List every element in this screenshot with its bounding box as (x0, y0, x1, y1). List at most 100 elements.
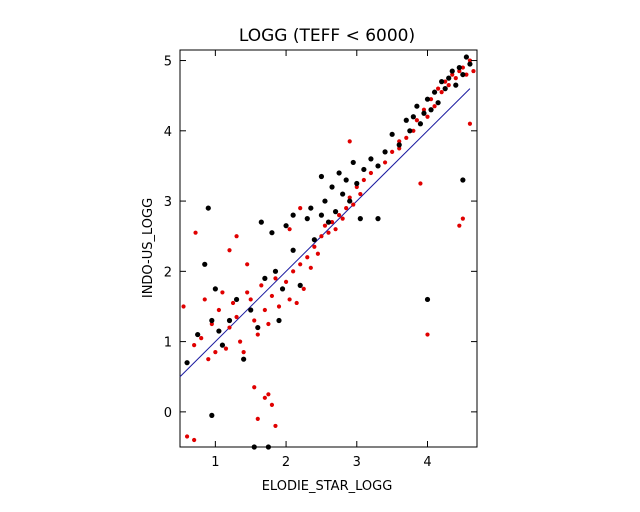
data-point (308, 265, 313, 270)
data-point (258, 219, 264, 225)
data-point (358, 191, 363, 197)
data-point (199, 335, 204, 341)
data-point (439, 79, 445, 85)
data-point (255, 332, 260, 337)
data-point (301, 286, 306, 292)
data-point (184, 434, 190, 439)
data-point (456, 64, 462, 71)
data-point (347, 195, 352, 200)
data-point (329, 220, 335, 225)
data-point (425, 332, 430, 337)
data-point (283, 279, 289, 284)
data-point (259, 283, 264, 288)
y-tick-label: 2 (164, 265, 172, 280)
data-point (347, 198, 353, 204)
y-tick-label: 4 (164, 125, 172, 140)
data-point (287, 297, 292, 302)
data-point (202, 297, 207, 302)
data-point (340, 216, 345, 221)
data-point (230, 300, 236, 306)
data-point (340, 191, 346, 197)
data-point (351, 202, 356, 207)
data-point (255, 416, 260, 421)
data-point (305, 255, 310, 260)
data-point (457, 223, 462, 228)
x-axis-label: ELODIE_STAR_LOGG (262, 479, 393, 494)
data-point (276, 317, 282, 324)
data-point (446, 83, 451, 88)
data-point (318, 212, 325, 218)
data-point (411, 128, 416, 133)
data-point (460, 177, 466, 183)
data-point (336, 170, 342, 176)
data-point (193, 230, 198, 235)
data-point (223, 346, 229, 351)
data-point (343, 177, 349, 183)
data-point (431, 89, 438, 95)
y-tick-label: 0 (164, 406, 172, 421)
x-tick-label: 3 (353, 455, 361, 470)
data-point (428, 107, 434, 113)
data-point (252, 385, 257, 390)
data-point (390, 149, 395, 154)
data-point (368, 170, 374, 176)
data-point (418, 181, 423, 186)
data-point (219, 342, 226, 348)
data-point (234, 234, 239, 239)
data-point (251, 444, 257, 450)
data-point (216, 328, 222, 334)
data-point (262, 275, 268, 281)
data-point (245, 290, 250, 295)
data-point (467, 61, 473, 67)
data-point (213, 350, 218, 355)
data-point (272, 268, 279, 274)
data-point (212, 286, 218, 292)
data-point (192, 437, 197, 443)
data-point (181, 304, 186, 309)
y-axis-label: INDO-US_LOGG (141, 198, 156, 298)
data-point (297, 282, 303, 288)
data-point (464, 72, 469, 77)
data-point (403, 117, 409, 123)
data-point (421, 110, 427, 116)
data-point (322, 198, 328, 204)
data-point (276, 304, 282, 309)
data-point (375, 216, 381, 222)
data-point (424, 96, 431, 102)
data-point (269, 402, 275, 407)
data-point (308, 205, 314, 211)
data-point (283, 223, 289, 229)
data-point (439, 90, 444, 95)
data-point (333, 227, 338, 232)
data-point (375, 163, 381, 169)
data-point (460, 216, 465, 221)
data-point (315, 251, 320, 256)
data-point (332, 209, 339, 215)
data-point (265, 444, 271, 450)
data-point (209, 412, 215, 418)
data-point (463, 54, 469, 60)
plot-area (179, 49, 478, 448)
data-point (248, 307, 254, 313)
data-point (382, 149, 388, 155)
data-point (460, 65, 465, 70)
data-point (255, 324, 261, 331)
y-tick-label: 5 (164, 55, 172, 70)
data-point (252, 318, 257, 323)
data-point (428, 97, 434, 102)
data-point (291, 269, 296, 274)
data-point (184, 360, 190, 366)
data-point (397, 139, 402, 144)
data-point (467, 58, 473, 63)
data-point (407, 128, 413, 134)
data-point (424, 296, 431, 303)
data-point (404, 135, 409, 140)
data-point (354, 180, 360, 187)
data-point (421, 107, 427, 112)
x-tick-label: 1 (211, 455, 219, 470)
data-point (206, 357, 211, 362)
data-point (326, 230, 331, 235)
data-point (298, 262, 303, 267)
data-point (446, 75, 452, 81)
